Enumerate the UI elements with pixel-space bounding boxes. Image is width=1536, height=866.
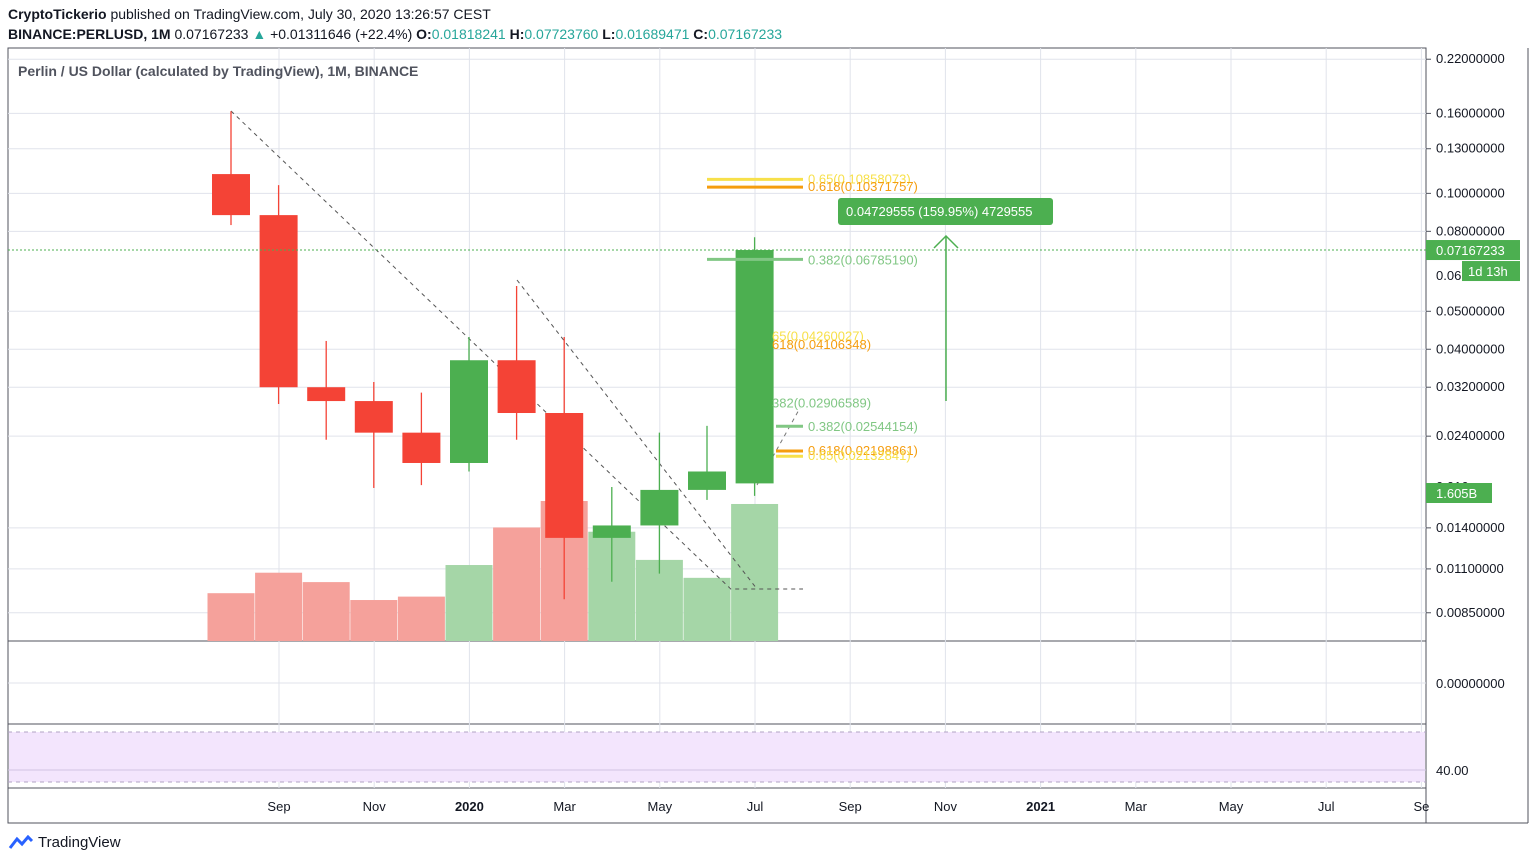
x-tick-label: 2021: [1026, 799, 1055, 814]
measure-label-text: 0.04729555 (159.95%) 4729555: [846, 204, 1033, 219]
fib-label: 0.618(0.10371757): [808, 179, 918, 194]
symbol-label: BINANCE:PERLUSD, 1M: [8, 26, 171, 42]
fib-label: 0.382(0.02544154): [808, 419, 918, 434]
ohlc-legend: BINANCE:PERLUSD, 1M 0.07167233 ▲ +0.0131…: [8, 26, 782, 42]
y-tick-label: 0.04000000: [1436, 341, 1505, 356]
y-tick-label: 0.08000000: [1436, 223, 1505, 238]
y-tick-label: 0.01100000: [1436, 561, 1504, 576]
y-tick-label: 0.02400000: [1436, 428, 1505, 443]
fib-label: 0.618(0.02198861): [808, 443, 918, 458]
open-label: O:: [416, 26, 432, 42]
fib-label: 382(0.02906589): [772, 396, 871, 411]
candle-body: [307, 387, 346, 402]
x-tick-label: May: [648, 799, 673, 814]
high-value: 0.07723760: [524, 26, 599, 42]
countdown-badge: [1462, 261, 1520, 282]
x-tick-label: Mar: [553, 799, 576, 814]
x-tick-label: May: [1219, 799, 1244, 814]
x-tick-label: Jul: [1318, 799, 1335, 814]
x-tick-label: 2020: [455, 799, 484, 814]
candle-body: [402, 432, 441, 463]
countdown-badge-text: 1d 13h: [1468, 264, 1508, 279]
fib-label: 0.65(0.02132841): [808, 448, 911, 463]
candle-body: [640, 489, 679, 526]
rsi-band: [9, 732, 1425, 782]
trend-line-2: [516, 279, 758, 590]
candle-body: [735, 250, 774, 484]
tradingview-footer[interactable]: TradingView: [8, 834, 121, 851]
volume-bar: [302, 582, 350, 641]
fib-label: 0.382(0.06785190): [808, 252, 918, 267]
volume-bar: [683, 577, 731, 641]
x-tick-label: Mar: [1125, 799, 1148, 814]
trend-line-3: [756, 407, 801, 486]
y-tick-label: 0.13000000: [1436, 141, 1505, 156]
candle-body: [450, 360, 488, 463]
close-value: 0.07167233: [708, 26, 783, 42]
fib-label: 618(0.04106348): [772, 337, 871, 352]
author-name[interactable]: CryptoTickerio: [8, 6, 107, 22]
volume-bar: [445, 565, 493, 641]
measure-arrow-head-icon: [933, 234, 959, 249]
y-tick-label-partial: 0.06: [1436, 268, 1461, 283]
y-tick-label: 0.16000000: [1436, 105, 1505, 120]
trend-line-1: [230, 110, 803, 590]
time-axis-border: [7, 787, 1427, 824]
candle-body: [497, 360, 536, 414]
candle-body: [545, 413, 584, 538]
y-tick-label: 0.00850000: [1436, 605, 1505, 620]
open-value: 0.01818241: [431, 26, 506, 42]
volume-badge-text: 1.605B: [1436, 486, 1477, 501]
fib-label: 0.65(0.10858073): [808, 171, 911, 186]
y-tick-label: 0.03200000: [1436, 379, 1505, 394]
low-label: L:: [602, 26, 616, 42]
chart-title: Perlin / US Dollar (calculated by Tradin…: [18, 63, 418, 79]
high-label: H:: [509, 26, 525, 42]
x-tick-label: Nov: [363, 799, 387, 814]
y-tick-label: 0.22000000: [1436, 51, 1505, 66]
y-tick-label: 0.10000000: [1436, 185, 1505, 200]
rsi-tick-label: 40.00: [1436, 763, 1469, 778]
last-price-badge-text: 0.07167233: [1436, 243, 1505, 258]
candle-body: [688, 471, 726, 490]
volume-bar: [255, 572, 303, 641]
y-tick-label: 0.05000000: [1436, 303, 1505, 318]
change-value: +0.01311646 (+22.4%): [270, 26, 413, 42]
y-tick-label: 0.01400000: [1436, 520, 1505, 535]
volume-bar: [397, 596, 445, 641]
main-pane-border: [7, 47, 1427, 642]
close-label: C:: [693, 26, 709, 42]
volume-bar: [350, 600, 398, 641]
published-text: published on TradingView.com, July 30, 2…: [110, 6, 491, 22]
x-tick-label: Se: [1413, 799, 1429, 814]
measure-label-box: [838, 198, 1053, 225]
brand-name: TradingView: [38, 834, 121, 851]
x-tick-label: Nov: [934, 799, 958, 814]
volume-badge: [1426, 483, 1492, 503]
x-tick-label: Sep: [267, 799, 290, 814]
candle-body: [212, 174, 250, 216]
publish-info: CryptoTickerio published on TradingView.…: [8, 6, 491, 22]
volume-bar: [207, 593, 255, 641]
tradingview-logo-icon: [8, 834, 34, 849]
candle-body: [592, 525, 631, 538]
low-value: 0.01689471: [615, 26, 690, 42]
fib-label: 65(0.04260027): [772, 329, 864, 344]
x-tick-label: Sep: [839, 799, 862, 814]
candle-body: [354, 401, 393, 433]
candle-body: [259, 215, 298, 388]
last-price-badge: [1426, 240, 1520, 261]
volume-bar: [731, 503, 779, 641]
x-tick-label: Jul: [747, 799, 764, 814]
volume-bar: [493, 527, 541, 641]
change-arrow-icon: ▲: [252, 26, 267, 42]
last-price: 0.07167233: [174, 26, 249, 42]
oscillator-tick-label: 0.00000000: [1436, 676, 1505, 691]
